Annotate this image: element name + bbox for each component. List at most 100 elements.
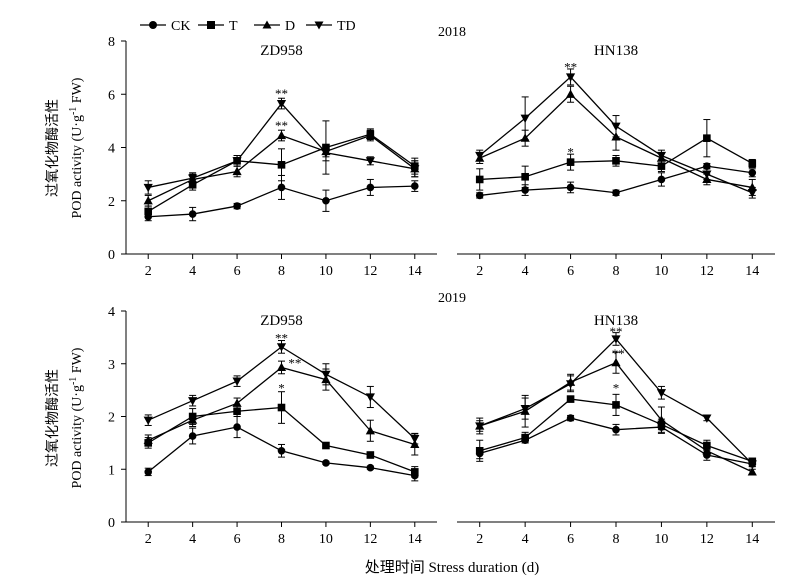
x-tick-label: 12 (700, 532, 714, 547)
x-tick-label: 6 (567, 264, 574, 279)
data-point (521, 186, 529, 194)
x-tick-label: 14 (408, 532, 422, 547)
legend-entry-ck: CK (140, 19, 190, 34)
legend: CK T D TD (140, 19, 356, 34)
x-tick-label: 6 (567, 532, 574, 547)
x-tick-label: 6 (234, 532, 241, 547)
legend-label-ck: CK (171, 19, 190, 34)
series-td (143, 97, 420, 195)
series-d (475, 85, 757, 196)
significance-mark: ** (610, 324, 623, 339)
panel-2018-zd958: 0 2 4 6 8 2 4 6 8 10 12 14 ZD958 ** ** (108, 35, 437, 279)
data-point (611, 357, 621, 367)
x-tick-label: 4 (189, 264, 196, 279)
legend-entry-t: T (198, 19, 238, 34)
data-point (365, 393, 375, 402)
series-ck (475, 162, 757, 200)
data-point (188, 174, 198, 183)
x-tick-label: 2 (476, 532, 483, 547)
data-point (276, 99, 287, 109)
x-tick-label: 2 (145, 264, 152, 279)
panel-title: HN138 (594, 313, 638, 329)
data-point (475, 191, 484, 200)
data-point (747, 460, 757, 469)
x-tick-label: 6 (234, 264, 241, 279)
x-tick-label: 12 (363, 264, 377, 279)
data-point (143, 416, 153, 425)
data-point (232, 166, 242, 176)
data-point (475, 175, 484, 184)
significance-mark: * (567, 144, 574, 159)
data-point (566, 183, 575, 192)
series-ck (144, 174, 419, 222)
data-point (188, 397, 198, 406)
data-point (656, 151, 667, 161)
x-tick-label: 14 (745, 264, 759, 279)
data-point (366, 183, 375, 192)
data-point (612, 425, 620, 434)
x-tick-label: 8 (278, 532, 285, 547)
x-tick-label: 12 (363, 532, 377, 547)
x-tick-label: 10 (654, 532, 668, 547)
y-axis-label-en-bottom: POD activity (U·g-1 FW) (68, 347, 85, 488)
significance-mark: * (278, 380, 285, 395)
data-point (233, 202, 241, 210)
data-point (276, 362, 287, 372)
data-point (410, 165, 420, 174)
data-point (566, 158, 575, 166)
significance-mark: ** (275, 118, 288, 133)
data-point (521, 433, 529, 442)
data-point (475, 151, 485, 161)
data-point (565, 73, 576, 82)
y-tick-label: 8 (108, 35, 115, 50)
data-point (657, 175, 666, 184)
x-axis-label: 处理时间 Stress duration (d) (365, 559, 540, 576)
data-point (747, 182, 757, 192)
data-point (143, 183, 153, 193)
data-point (612, 157, 620, 165)
data-point (277, 183, 286, 192)
data-point (656, 389, 667, 398)
data-point (566, 414, 575, 422)
data-point (520, 404, 530, 414)
x-tick-label: 14 (745, 532, 759, 547)
data-point (611, 122, 621, 131)
y-tick-label: 2 (108, 411, 115, 426)
x-tick-label: 4 (522, 264, 529, 279)
data-point (410, 182, 419, 190)
data-point (233, 407, 241, 416)
data-point (475, 422, 485, 431)
data-point (322, 196, 330, 205)
significance-mark: * (613, 380, 620, 395)
data-point (277, 161, 286, 169)
series-td (475, 332, 757, 469)
data-point (321, 149, 331, 158)
data-point (232, 398, 242, 407)
x-tick-label: 2 (476, 264, 483, 279)
legend-label-td: TD (337, 19, 356, 34)
x-tick-label: 14 (408, 264, 422, 279)
data-point (410, 468, 419, 476)
year-label-2019: 2019 (438, 291, 466, 306)
x-tick-label: 10 (319, 264, 333, 279)
data-point (143, 195, 153, 205)
data-point (566, 395, 575, 403)
data-point (702, 170, 712, 179)
panel-title: ZD958 (260, 313, 303, 329)
data-point (702, 414, 712, 423)
data-point (188, 210, 197, 218)
data-point (144, 207, 153, 216)
data-point (365, 425, 375, 435)
y-axis-label-zh-top: 过氧化物酶活性 (45, 99, 61, 197)
data-point (232, 157, 242, 166)
data-point (410, 435, 420, 444)
legend-label-t: T (229, 19, 238, 34)
panel-title: HN138 (594, 43, 638, 59)
series-ck (144, 416, 419, 482)
data-point (475, 446, 484, 455)
y-tick-label: 0 (108, 248, 115, 263)
data-point (521, 172, 529, 181)
data-point (232, 377, 242, 386)
